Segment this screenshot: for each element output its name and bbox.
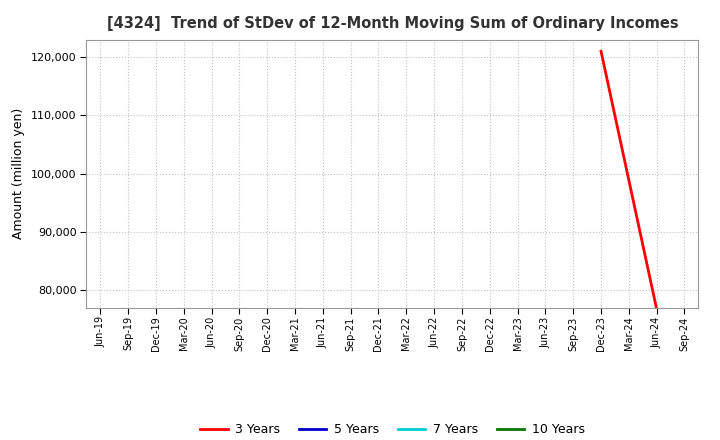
Legend: 3 Years, 5 Years, 7 Years, 10 Years: 3 Years, 5 Years, 7 Years, 10 Years (195, 418, 590, 440)
Title: [4324]  Trend of StDev of 12-Month Moving Sum of Ordinary Incomes: [4324] Trend of StDev of 12-Month Moving… (107, 16, 678, 32)
Y-axis label: Amount (million yen): Amount (million yen) (12, 108, 25, 239)
